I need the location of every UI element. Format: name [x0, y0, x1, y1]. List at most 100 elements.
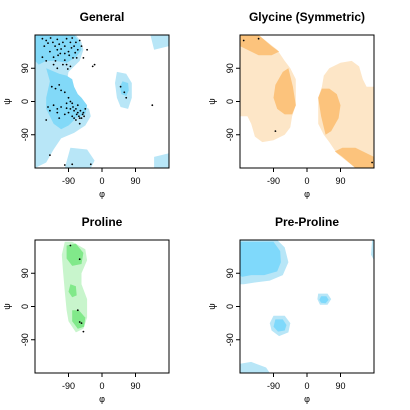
data-point	[47, 106, 49, 108]
data-point	[63, 113, 66, 116]
data-point	[91, 65, 94, 68]
y-tick-label: 0	[20, 304, 30, 309]
data-point	[83, 115, 85, 118]
data-point	[41, 37, 44, 40]
x-axis-label: φ	[99, 189, 105, 199]
allowed-region-4	[154, 153, 169, 168]
data-point	[69, 100, 72, 103]
x-tick-label: -90	[267, 176, 280, 186]
data-point	[76, 309, 79, 312]
data-point	[69, 244, 72, 247]
x-tick-label: 0	[99, 381, 104, 391]
y-tick-label: 90	[20, 63, 30, 73]
data-point	[45, 60, 48, 62]
data-point	[274, 130, 277, 133]
data-point	[84, 108, 87, 110]
data-point	[56, 67, 59, 70]
x-tick-label: 90	[335, 381, 345, 391]
point-layer	[41, 37, 154, 166]
allowed-region-1	[318, 60, 374, 168]
data-point	[75, 113, 78, 116]
data-point	[65, 37, 68, 40]
data-point	[63, 164, 66, 166]
data-point	[65, 63, 68, 66]
data-point	[63, 45, 66, 47]
data-point	[82, 111, 85, 114]
favoured-region-2	[319, 296, 329, 304]
data-point	[71, 115, 74, 118]
data-point	[69, 41, 72, 44]
data-point	[54, 60, 57, 62]
data-point	[63, 59, 66, 61]
data-point	[47, 42, 49, 44]
data-point	[58, 117, 61, 119]
data-point	[60, 106, 62, 108]
data-point	[62, 41, 64, 44]
data-point	[67, 96, 70, 99]
data-point	[67, 50, 70, 53]
favoured-region-1	[273, 68, 296, 115]
data-point	[123, 91, 126, 94]
region-layer	[61, 241, 88, 333]
data-point	[75, 41, 77, 44]
y-tick-label: -90	[20, 128, 30, 141]
data-point	[45, 39, 48, 42]
data-point	[82, 330, 85, 333]
data-point	[54, 87, 57, 90]
y-axis-label: ψ	[207, 98, 217, 104]
y-tick-label: 90	[225, 268, 235, 278]
y-tick-label: -90	[225, 128, 235, 141]
data-point	[74, 51, 77, 54]
data-point	[58, 84, 61, 86]
data-point	[57, 54, 59, 57]
favoured-region-0	[240, 35, 280, 56]
plot-background	[35, 240, 169, 373]
panel-3: Pre-Proline -90 0 90 -90 0 90 φ ψ	[207, 215, 375, 404]
x-tick-label: 0	[304, 176, 309, 186]
allowed-region-0	[240, 35, 296, 143]
data-point	[69, 65, 72, 68]
favoured-region-1	[273, 319, 287, 332]
data-point	[49, 109, 51, 112]
y-tick-label: -90	[20, 333, 30, 346]
x-tick-label: -90	[267, 381, 280, 391]
data-point	[76, 48, 79, 51]
panel-0: General -90 0 90 -90 0 90 φ ψ	[2, 10, 170, 199]
favoured-region-1	[68, 284, 77, 298]
y-tick-label: 0	[225, 304, 235, 309]
point-layer	[69, 244, 85, 333]
x-tick-label: 90	[335, 176, 345, 186]
data-point	[82, 57, 85, 59]
data-point	[60, 89, 62, 92]
data-point	[78, 39, 81, 42]
x-axis-label: φ	[304, 189, 310, 199]
data-point	[54, 45, 56, 47]
data-point	[71, 102, 74, 105]
data-point	[78, 122, 81, 125]
data-point	[49, 37, 52, 39]
data-point	[86, 48, 88, 51]
y-tick-label: -90	[225, 333, 235, 346]
data-point	[58, 43, 61, 46]
data-point	[50, 85, 53, 88]
y-tick-label: 90	[225, 63, 235, 73]
data-point	[56, 108, 59, 110]
y-axis-label: ψ	[207, 303, 217, 309]
data-point	[65, 107, 68, 110]
data-point	[45, 119, 48, 121]
data-point	[67, 111, 70, 114]
data-point	[80, 322, 83, 324]
y-axis-label: ψ	[2, 98, 12, 104]
data-point	[73, 117, 75, 119]
data-point	[56, 38, 59, 41]
data-point	[79, 109, 82, 112]
data-point	[71, 37, 74, 39]
data-point	[56, 48, 59, 51]
x-tick-label: 90	[130, 176, 140, 186]
data-point	[69, 108, 72, 110]
data-point	[72, 106, 74, 108]
data-point	[71, 163, 74, 166]
data-point	[93, 63, 96, 66]
region-layer	[240, 35, 374, 168]
